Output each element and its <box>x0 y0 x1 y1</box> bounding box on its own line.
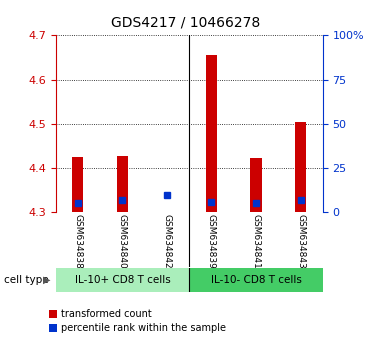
Bar <box>117 156 128 212</box>
Text: GSM634838: GSM634838 <box>73 214 82 269</box>
Bar <box>206 55 217 212</box>
Text: cell type: cell type <box>4 275 48 285</box>
Bar <box>250 159 262 212</box>
Bar <box>56 268 189 292</box>
Bar <box>72 157 83 212</box>
Text: GSM634840: GSM634840 <box>118 214 127 269</box>
Bar <box>295 122 306 212</box>
Text: IL-10- CD8 T cells: IL-10- CD8 T cells <box>211 275 301 285</box>
Text: GSM634842: GSM634842 <box>162 214 171 269</box>
Text: GSM634843: GSM634843 <box>296 214 305 269</box>
Legend: transformed count, percentile rank within the sample: transformed count, percentile rank withi… <box>49 309 226 333</box>
Text: GDS4217 / 10466278: GDS4217 / 10466278 <box>111 16 260 30</box>
Bar <box>189 268 323 292</box>
Text: ▶: ▶ <box>43 275 50 285</box>
Text: IL-10+ CD8 T cells: IL-10+ CD8 T cells <box>75 275 170 285</box>
Text: GSM634839: GSM634839 <box>207 214 216 269</box>
Text: GSM634841: GSM634841 <box>252 214 260 269</box>
